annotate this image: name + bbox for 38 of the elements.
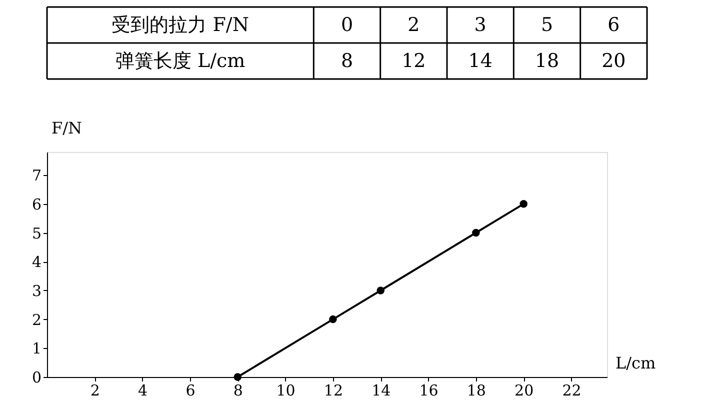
text: 0: [340, 14, 354, 36]
y-tick-label: 5: [32, 224, 42, 242]
x-tick-label: 2: [90, 382, 100, 400]
text: 20: [602, 50, 626, 72]
y-tick-label: 6: [32, 195, 42, 214]
point: [376, 286, 384, 294]
x-tick-label: 22: [562, 382, 582, 400]
y-tick-label: 1: [32, 340, 42, 358]
point: [329, 315, 337, 324]
y-tick-label: 3: [32, 282, 42, 300]
text: 12: [402, 50, 426, 72]
text: 5: [540, 14, 554, 36]
text: 6: [608, 14, 620, 36]
text: 8: [340, 50, 354, 72]
x-tick-label: 6: [186, 382, 196, 400]
x-axis-title: L/cm: [616, 354, 656, 372]
text: 2: [408, 14, 420, 36]
x-tick-label: 18: [466, 382, 486, 400]
text: 3: [474, 14, 486, 36]
y-tick-label: 7: [32, 166, 42, 185]
x-tick-label: 10: [276, 382, 296, 400]
y-tick-label: 0: [32, 368, 42, 386]
x-tick-label: 20: [514, 382, 534, 400]
y-tick-label: 4: [32, 253, 42, 272]
x-tick-label: 8: [233, 382, 243, 400]
point: [520, 200, 528, 208]
point: [234, 373, 242, 381]
text: 14: [468, 50, 492, 72]
text: 弹簧长度 L/cm: [115, 50, 246, 72]
x-tick-label: 4: [138, 382, 148, 400]
x-tick-label: 14: [372, 382, 391, 400]
x-tick-label: 12: [324, 382, 344, 400]
y-axis-title: F/N: [52, 118, 82, 138]
y-tick-label: 2: [32, 310, 42, 329]
text: 18: [534, 50, 560, 72]
x-tick-label: 16: [419, 382, 438, 400]
text: 受到的拉力 F/N: [112, 14, 249, 36]
point: [472, 228, 480, 237]
